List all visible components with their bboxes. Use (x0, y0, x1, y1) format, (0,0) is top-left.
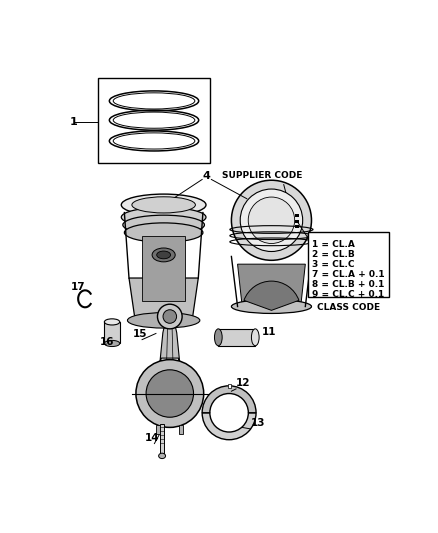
Polygon shape (160, 326, 180, 364)
Text: 1: 1 (70, 117, 78, 127)
Bar (228, 384, 231, 388)
Ellipse shape (124, 223, 203, 243)
Circle shape (248, 197, 295, 244)
Bar (98, 78, 210, 163)
Text: 16: 16 (100, 337, 114, 347)
Polygon shape (142, 236, 185, 301)
Polygon shape (237, 264, 305, 306)
Text: 14: 14 (145, 433, 159, 443)
Ellipse shape (132, 197, 195, 213)
Ellipse shape (127, 313, 200, 328)
Circle shape (136, 360, 204, 427)
Text: 2 = CL.B: 2 = CL.B (312, 249, 355, 259)
Circle shape (240, 189, 303, 252)
Text: 1 = CL.A: 1 = CL.A (312, 239, 355, 248)
Text: CLASS CODE: CLASS CODE (317, 303, 380, 312)
Bar (160, 424, 164, 454)
Polygon shape (129, 278, 198, 320)
Circle shape (163, 310, 177, 324)
Ellipse shape (159, 453, 166, 458)
Ellipse shape (251, 329, 259, 346)
Circle shape (231, 180, 311, 260)
Bar (218, 329, 255, 346)
Bar (295, 214, 299, 217)
Ellipse shape (157, 251, 170, 259)
Text: 3 = CL.C: 3 = CL.C (312, 260, 355, 269)
Text: SUPPLIER CODE: SUPPLIER CODE (222, 171, 302, 180)
Bar (104, 322, 120, 343)
Ellipse shape (121, 194, 206, 216)
Wedge shape (202, 386, 256, 413)
Text: 4: 4 (203, 171, 211, 181)
Text: 11: 11 (262, 327, 277, 337)
Bar (156, 425, 160, 434)
Wedge shape (244, 281, 299, 310)
Ellipse shape (123, 215, 205, 235)
Text: 15: 15 (133, 329, 147, 340)
Wedge shape (202, 413, 256, 440)
Ellipse shape (121, 207, 206, 227)
Ellipse shape (215, 329, 222, 346)
Ellipse shape (104, 341, 120, 346)
Bar (295, 220, 299, 223)
Ellipse shape (104, 319, 120, 325)
Ellipse shape (231, 300, 311, 313)
Bar (180, 425, 183, 434)
Text: 17: 17 (71, 281, 86, 292)
Ellipse shape (152, 248, 175, 262)
Text: 13: 13 (251, 418, 265, 428)
Bar (308, 232, 389, 296)
Circle shape (158, 304, 182, 329)
Text: 7 = CL.A + 0.1: 7 = CL.A + 0.1 (312, 270, 385, 279)
Text: 8 = CL.B + 0.1: 8 = CL.B + 0.1 (312, 280, 385, 288)
Text: 12: 12 (236, 378, 251, 388)
Circle shape (146, 370, 194, 417)
Bar (295, 225, 299, 228)
Text: 9 = CL.C + 0.1: 9 = CL.C + 0.1 (312, 289, 385, 298)
